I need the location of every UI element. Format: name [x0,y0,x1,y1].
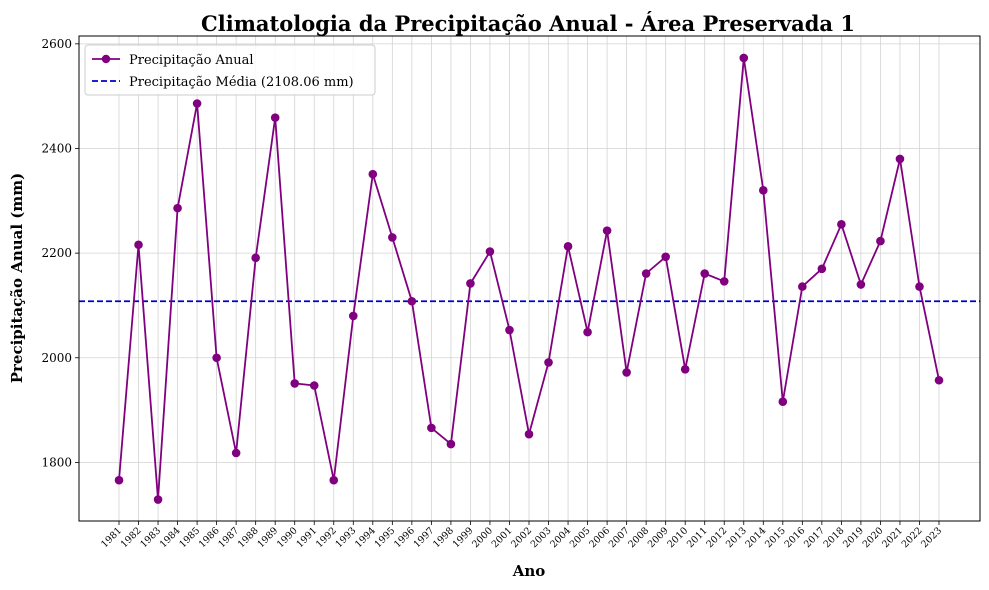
data-point [856,280,866,289]
data-point [524,429,534,439]
data-point [329,475,339,485]
data-point [231,448,241,458]
chart-title: Climatologia da Precipitação Anual - Áre… [201,11,855,36]
data-point [134,240,143,250]
legend-mean-label: Precipitação Média (2108.06 mm) [129,75,354,90]
y-tick-label: 2200 [41,246,72,260]
data-point [466,279,475,288]
y-axis-ticks: 1800 2000 2200 2400 2600 [41,37,79,469]
data-point [719,277,729,286]
data-point [876,236,885,246]
data-point [563,242,573,251]
data-point [817,264,827,274]
data-point [758,186,768,195]
data-point [700,269,710,278]
data-point [505,325,514,335]
y-tick-label: 2000 [41,351,72,365]
plot-frame [78,35,981,522]
data-point [427,423,436,433]
data-point [173,203,182,213]
data-point [680,364,690,374]
data-point [641,269,651,278]
data-point [895,154,905,164]
y-tick-label: 2400 [41,141,72,155]
data-point [368,169,378,179]
data-point [778,397,788,407]
data-point [251,253,260,263]
legend: Precipitação Anual Precipitação Média (2… [84,44,376,96]
y-tick-label: 1800 [41,455,72,469]
data-point [348,311,358,321]
data-point [114,475,124,485]
data-point [544,358,553,367]
x-axis-label: Ano [512,562,546,580]
data-point [153,495,163,504]
data-point [270,113,280,122]
series-group [114,53,944,504]
data-point [388,233,397,242]
legend-series-label: Precipitação Anual [129,53,254,68]
data-point [290,379,300,388]
data-point [661,252,670,262]
data-point [602,226,612,235]
legend-series-marker [101,54,111,64]
data-point [309,381,319,390]
data-point [934,375,944,385]
data-point [622,368,631,377]
data-point [446,439,456,449]
data-point [915,282,924,291]
y-tick-label: 2600 [41,37,72,51]
data-point [407,296,417,306]
legend-frame [84,44,376,96]
data-point [192,99,202,108]
data-point [212,353,221,363]
data-point [583,327,592,337]
data-point [485,247,495,256]
data-point [739,53,749,63]
data-point [798,282,807,291]
data-point [837,220,846,229]
y-axis-label: Precipitação Anual (mm) [8,173,26,384]
